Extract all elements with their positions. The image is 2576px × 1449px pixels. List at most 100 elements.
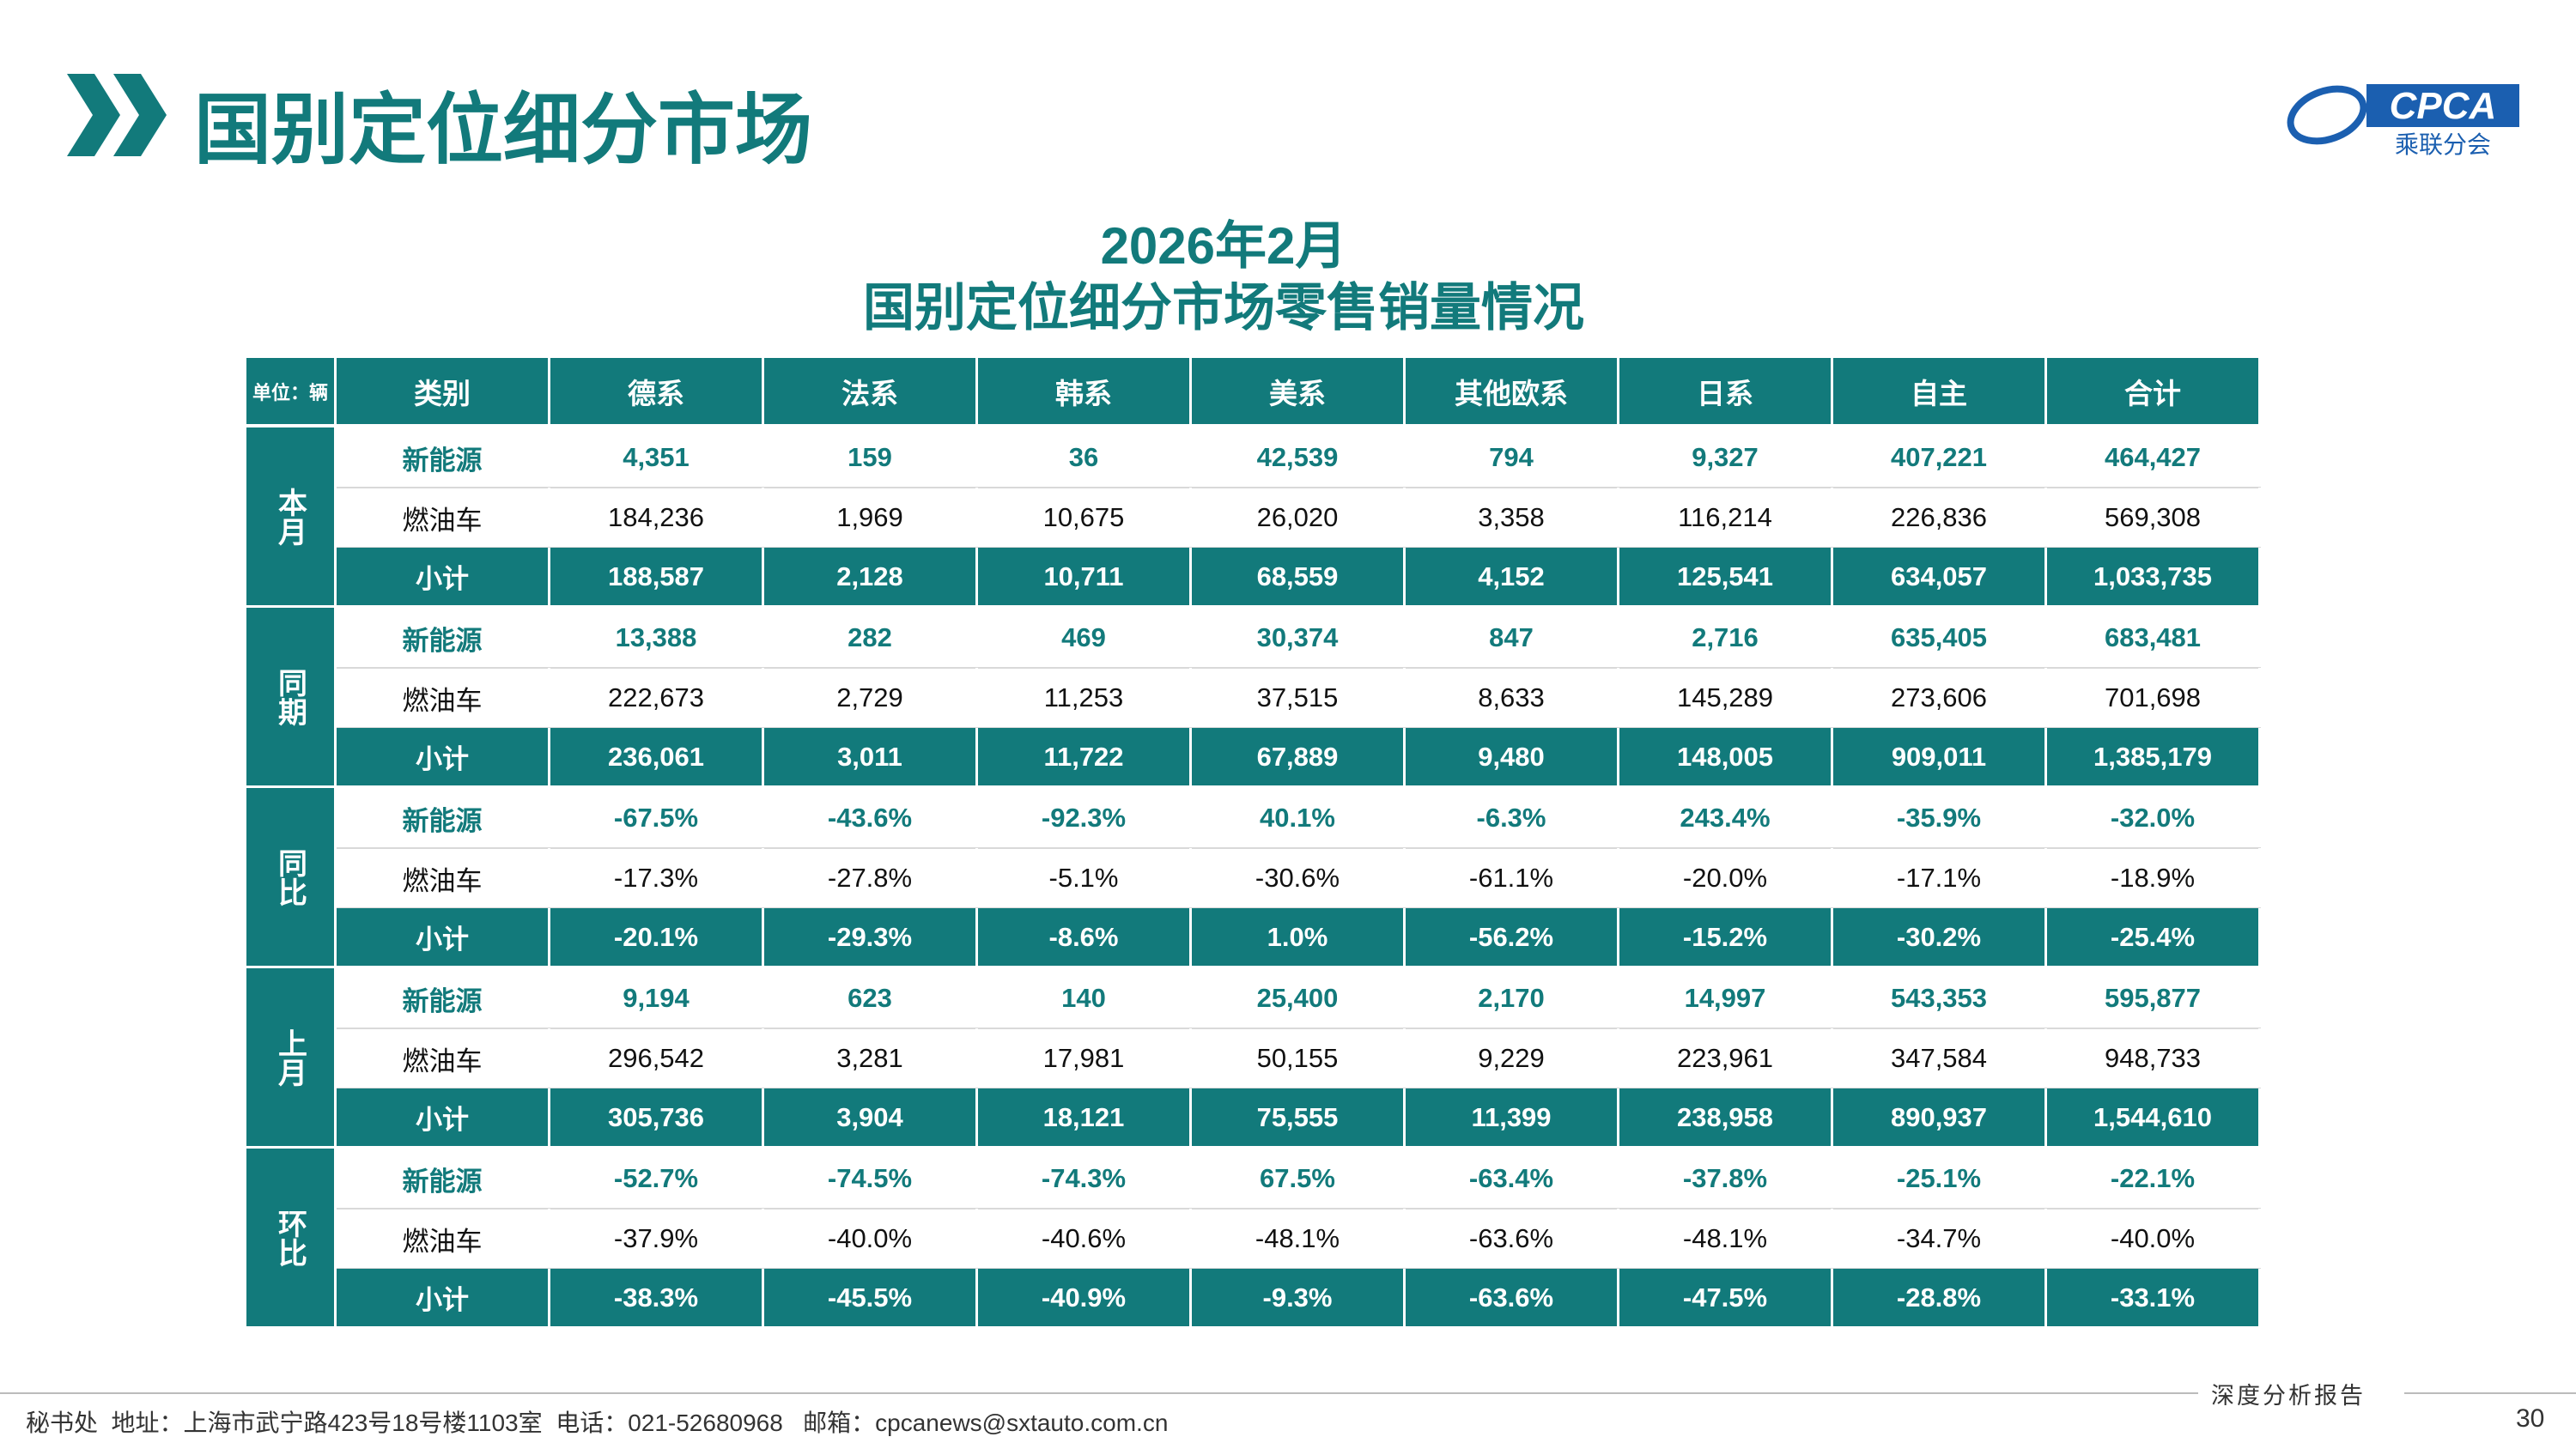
logo: CPCA 乘联分会: [2287, 84, 2519, 158]
value-cell: 909,011: [1833, 728, 2047, 788]
value-cell: 226,836: [1833, 488, 2047, 548]
value-cell: 11,253: [978, 668, 1192, 728]
value-cell: -34.7%: [1833, 1209, 2047, 1269]
value-cell: 543,353: [1833, 968, 2047, 1028]
value-cell: 8,633: [1406, 668, 1619, 728]
value-cell: -67.5%: [550, 788, 764, 848]
value-cell: 296,542: [550, 1028, 764, 1088]
row-label: 小计: [337, 548, 550, 608]
value-cell: -48.1%: [1619, 1209, 1833, 1269]
value-cell: 273,606: [1833, 668, 2047, 728]
value-cell: 890,937: [1833, 1088, 2047, 1149]
value-cell: 282: [764, 608, 978, 668]
value-cell: -22.1%: [2047, 1149, 2261, 1209]
column-header: 美系: [1192, 358, 1406, 424]
value-cell: -17.3%: [550, 848, 764, 908]
value-cell: -45.5%: [764, 1269, 978, 1329]
value-cell: 634,057: [1833, 548, 2047, 608]
value-cell: 116,214: [1619, 488, 1833, 548]
value-cell: 407,221: [1833, 427, 2047, 488]
value-cell: 9,327: [1619, 427, 1833, 488]
value-cell: 3,281: [764, 1028, 978, 1088]
column-header: 德系: [550, 358, 764, 424]
value-cell: 847: [1406, 608, 1619, 668]
value-cell: 50,155: [1192, 1028, 1406, 1088]
value-cell: 595,877: [2047, 968, 2261, 1028]
value-cell: 14,997: [1619, 968, 1833, 1028]
group-label: 本月: [246, 427, 337, 608]
value-cell: -43.6%: [764, 788, 978, 848]
value-cell: 1,969: [764, 488, 978, 548]
table-subtitle: 国别定位细分市场零售销量情况: [863, 279, 1584, 336]
value-cell: 236,061: [550, 728, 764, 788]
value-cell: 36: [978, 427, 1192, 488]
footer-line: [2404, 1392, 2576, 1394]
value-cell: -74.3%: [978, 1149, 1192, 1209]
row-label: 新能源: [337, 968, 550, 1028]
value-cell: -40.6%: [978, 1209, 1192, 1269]
value-cell: -40.9%: [978, 1269, 1192, 1329]
value-cell: 794: [1406, 427, 1619, 488]
column-header: 其他欧系: [1406, 358, 1619, 424]
value-cell: 569,308: [2047, 488, 2261, 548]
value-cell: 1,385,179: [2047, 728, 2261, 788]
value-cell: 26,020: [1192, 488, 1406, 548]
row-label: 小计: [337, 728, 550, 788]
value-cell: -37.8%: [1619, 1149, 1833, 1209]
value-cell: 3,011: [764, 728, 978, 788]
page-title: 国别定位细分市场: [194, 88, 812, 173]
value-cell: 1,033,735: [2047, 548, 2261, 608]
value-cell: -28.8%: [1833, 1269, 2047, 1329]
row-label: 小计: [337, 1088, 550, 1149]
value-cell: 9,229: [1406, 1028, 1619, 1088]
group-label: 上月: [246, 968, 337, 1149]
row-label: 新能源: [337, 608, 550, 668]
row-label: 新能源: [337, 1149, 550, 1209]
row-divider: [337, 1208, 2261, 1210]
value-cell: 9,480: [1406, 728, 1619, 788]
value-cell: 67,889: [1192, 728, 1406, 788]
value-cell: -8.6%: [978, 908, 1192, 968]
value-cell: -17.1%: [1833, 848, 2047, 908]
value-cell: 11,399: [1406, 1088, 1619, 1149]
value-cell: 635,405: [1833, 608, 2047, 668]
value-cell: 464,427: [2047, 427, 2261, 488]
value-cell: 4,351: [550, 427, 764, 488]
chevron-icon: [67, 74, 167, 156]
value-cell: 222,673: [550, 668, 764, 728]
value-cell: 223,961: [1619, 1028, 1833, 1088]
value-cell: 25,400: [1192, 968, 1406, 1028]
value-cell: 305,736: [550, 1088, 764, 1149]
value-cell: 18,121: [978, 1088, 1192, 1149]
group-label: 同比: [246, 788, 337, 968]
row-label: 燃油车: [337, 848, 550, 908]
value-cell: -6.3%: [1406, 788, 1619, 848]
value-cell: -40.0%: [2047, 1209, 2261, 1269]
value-cell: -30.2%: [1833, 908, 2047, 968]
value-cell: -40.0%: [764, 1209, 978, 1269]
value-cell: 4,152: [1406, 548, 1619, 608]
value-cell: 68,559: [1192, 548, 1406, 608]
value-cell: 42,539: [1192, 427, 1406, 488]
value-cell: -20.1%: [550, 908, 764, 968]
value-cell: 243.4%: [1619, 788, 1833, 848]
value-cell: 9,194: [550, 968, 764, 1028]
value-cell: -18.9%: [2047, 848, 2261, 908]
value-cell: -63.6%: [1406, 1209, 1619, 1269]
column-header: 韩系: [978, 358, 1192, 424]
value-cell: 1.0%: [1192, 908, 1406, 968]
column-header: 自主: [1833, 358, 2047, 424]
value-cell: 2,716: [1619, 608, 1833, 668]
value-cell: 140: [978, 968, 1192, 1028]
value-cell: 469: [978, 608, 1192, 668]
row-label: 燃油车: [337, 668, 550, 728]
column-header: 类别: [337, 358, 550, 424]
column-header: 合计: [2047, 358, 2261, 424]
value-cell: 3,358: [1406, 488, 1619, 548]
value-cell: -27.8%: [764, 848, 978, 908]
column-header: 日系: [1619, 358, 1833, 424]
footer-line: [0, 1392, 2198, 1394]
value-cell: -30.6%: [1192, 848, 1406, 908]
report-label: 深度分析报告: [2211, 1383, 2366, 1409]
